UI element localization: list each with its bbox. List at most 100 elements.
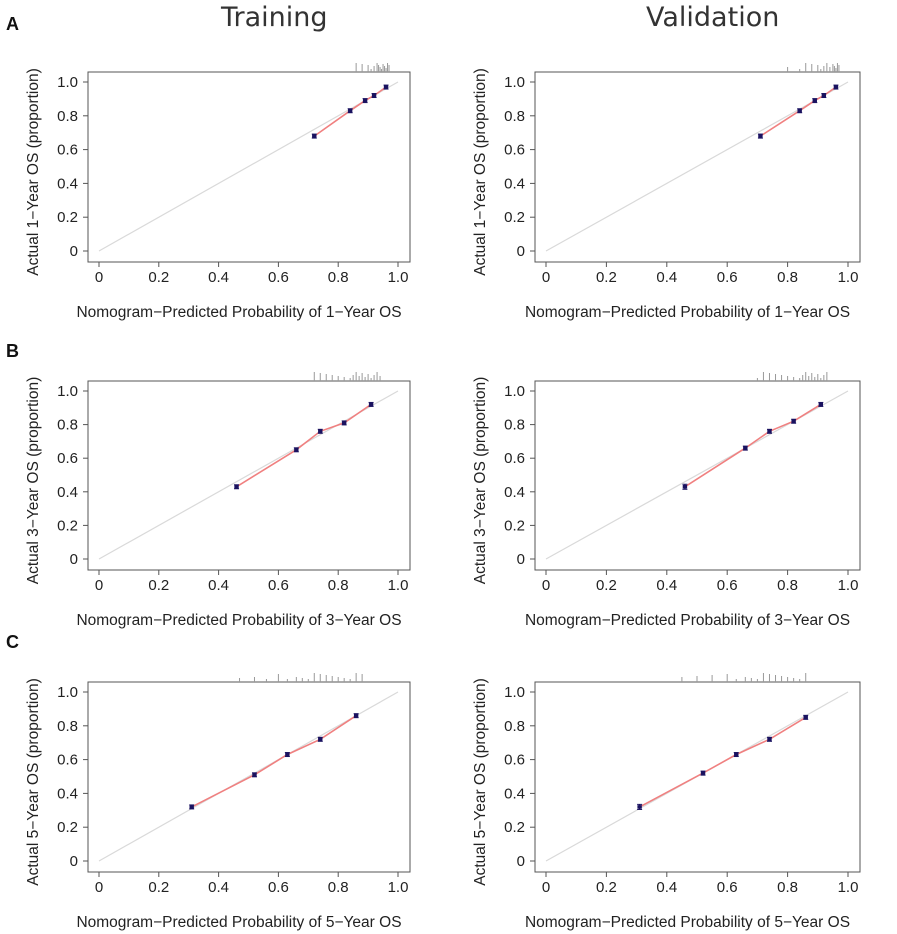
- x-tick-label: 1.0: [838, 879, 859, 896]
- y-tick-label: 0.4: [57, 175, 78, 192]
- row-label-c: C: [6, 632, 19, 652]
- y-tick-label: 0: [70, 853, 78, 870]
- y-tick-label: 0.6: [57, 142, 78, 159]
- y-tick-label: 0.6: [504, 752, 525, 769]
- y-tick-label: 0.8: [57, 108, 78, 125]
- data-point: [318, 429, 323, 434]
- x-tick-label: 0: [542, 879, 550, 896]
- x-tick-label: 1.0: [388, 577, 409, 594]
- data-point: [371, 93, 377, 98]
- x-tick-label: 1.0: [838, 577, 859, 594]
- x-tick-label: 1.0: [388, 269, 409, 286]
- x-tick-label: 0.6: [268, 577, 289, 594]
- x-tick-label: 0.8: [777, 879, 798, 896]
- x-tick-label: 0.8: [328, 269, 349, 286]
- x-axis-title: Nomogram−Predicted Probability of 3−Year…: [525, 612, 850, 629]
- y-tick-label: 0.8: [504, 417, 525, 434]
- calibration-line: [236, 403, 372, 488]
- calibration-panel: 0 0.2 0.4 0.6 0.8 1.0 0 0.2 0.4 0.6 0.8 1.0 Nomogram…: [25, 673, 411, 931]
- x-tick-label: 0.2: [148, 879, 169, 896]
- y-tick-label: 0.4: [504, 175, 525, 192]
- data-point: [353, 713, 359, 718]
- y-axis-title: Actual 1−Year OS (proportion): [472, 68, 489, 276]
- data-point: [362, 98, 368, 103]
- x-tick-label: 0.8: [777, 577, 798, 594]
- x-tick-label: 0.4: [656, 577, 677, 594]
- y-axis-title: Actual 5−Year OS (proportion): [25, 678, 42, 886]
- x-tick-label: 1.0: [838, 269, 859, 286]
- x-tick-label: 0.6: [717, 269, 738, 286]
- x-tick-label: 0.8: [328, 879, 349, 896]
- y-tick-label: 0: [70, 243, 78, 260]
- calibration-panel: 0 0.2 0.4 0.6 0.8 1.0 0 0.2 0.4 0.6 0.8 1.0 Nomogram…: [472, 63, 861, 321]
- y-tick-label: 0.6: [504, 142, 525, 159]
- x-tick-label: 0.2: [596, 269, 617, 286]
- y-tick-label: 0.2: [504, 209, 525, 226]
- y-tick-label: 0: [517, 551, 525, 568]
- row-label-a: A: [6, 14, 19, 34]
- x-axis-title: Nomogram−Predicted Probability of 1−Year…: [76, 304, 401, 321]
- x-tick-label: 0: [95, 577, 103, 594]
- data-point: [767, 429, 772, 434]
- x-tick-label: 0.6: [268, 879, 289, 896]
- ideal-line: [545, 81, 849, 252]
- x-tick-label: 0: [542, 577, 550, 594]
- y-tick-label: 0: [517, 243, 525, 260]
- data-point: [758, 134, 763, 138]
- data-point: [252, 773, 257, 777]
- x-tick-label: 0.8: [777, 269, 798, 286]
- y-tick-label: 1.0: [57, 383, 78, 400]
- data-point: [797, 108, 802, 113]
- y-tick-label: 0.8: [57, 417, 78, 434]
- x-tick-label: 0.4: [208, 269, 229, 286]
- y-axis-title: Actual 5−Year OS (proportion): [472, 678, 489, 886]
- y-tick-label: 0: [70, 551, 78, 568]
- ideal-line: [98, 81, 399, 252]
- data-point: [234, 484, 239, 489]
- x-tick-label: 0: [95, 879, 103, 896]
- column-title-training: Training: [221, 2, 328, 33]
- data-point: [189, 805, 194, 809]
- x-tick-label: 0.4: [656, 879, 677, 896]
- plot-frame: [534, 380, 861, 571]
- data-point: [743, 446, 748, 450]
- data-point: [833, 85, 839, 89]
- y-tick-label: 0.2: [57, 517, 78, 534]
- y-tick-label: 0.8: [504, 108, 525, 125]
- column-title-validation: Validation: [646, 2, 780, 33]
- y-axis-title: Actual 3−Year OS (proportion): [472, 377, 489, 585]
- data-point: [821, 93, 827, 98]
- x-tick-label: 0.2: [596, 879, 617, 896]
- ideal-line: [98, 390, 399, 560]
- plot-frame: [534, 71, 861, 263]
- x-tick-label: 0.4: [208, 577, 229, 594]
- data-point: [812, 98, 817, 103]
- y-axis-title: Actual 1−Year OS (proportion): [25, 68, 42, 276]
- x-tick-label: 0.4: [656, 269, 677, 286]
- calibration-panel: 0 0.2 0.4 0.6 0.8 1.0 0 0.2 0.4 0.6 0.8 1.0 Nomogram…: [25, 63, 411, 321]
- data-point: [318, 737, 323, 742]
- plot-frame: [87, 681, 411, 873]
- data-point: [637, 805, 642, 809]
- data-point: [285, 752, 290, 757]
- x-axis-title: Nomogram−Predicted Probability of 5−Year…: [525, 914, 850, 931]
- y-tick-label: 0.2: [57, 209, 78, 226]
- x-tick-label: 0.6: [717, 879, 738, 896]
- data-point: [347, 108, 353, 113]
- y-tick-label: 0.4: [504, 484, 525, 501]
- x-axis-title: Nomogram−Predicted Probability of 5−Year…: [76, 914, 401, 931]
- y-tick-label: 1.0: [57, 684, 78, 701]
- y-tick-label: 0.6: [57, 450, 78, 467]
- data-point: [383, 85, 389, 89]
- y-tick-label: 0.2: [57, 819, 78, 836]
- plot-frame: [87, 71, 411, 263]
- calibration-panel: 0 0.2 0.4 0.6 0.8 1.0 0 0.2 0.4 0.6 0.8 1.0 Nomogram…: [472, 673, 861, 931]
- x-tick-label: 0.2: [596, 577, 617, 594]
- data-point: [682, 484, 688, 489]
- calibration-panel: 0 0.2 0.4 0.6 0.8 1.0 0 0.2 0.4 0.6 0.8 1.0 Nomogram…: [25, 372, 411, 629]
- y-tick-label: 0.2: [504, 517, 525, 534]
- data-point: [791, 419, 796, 424]
- y-tick-label: 1.0: [57, 74, 78, 91]
- data-point: [803, 715, 808, 720]
